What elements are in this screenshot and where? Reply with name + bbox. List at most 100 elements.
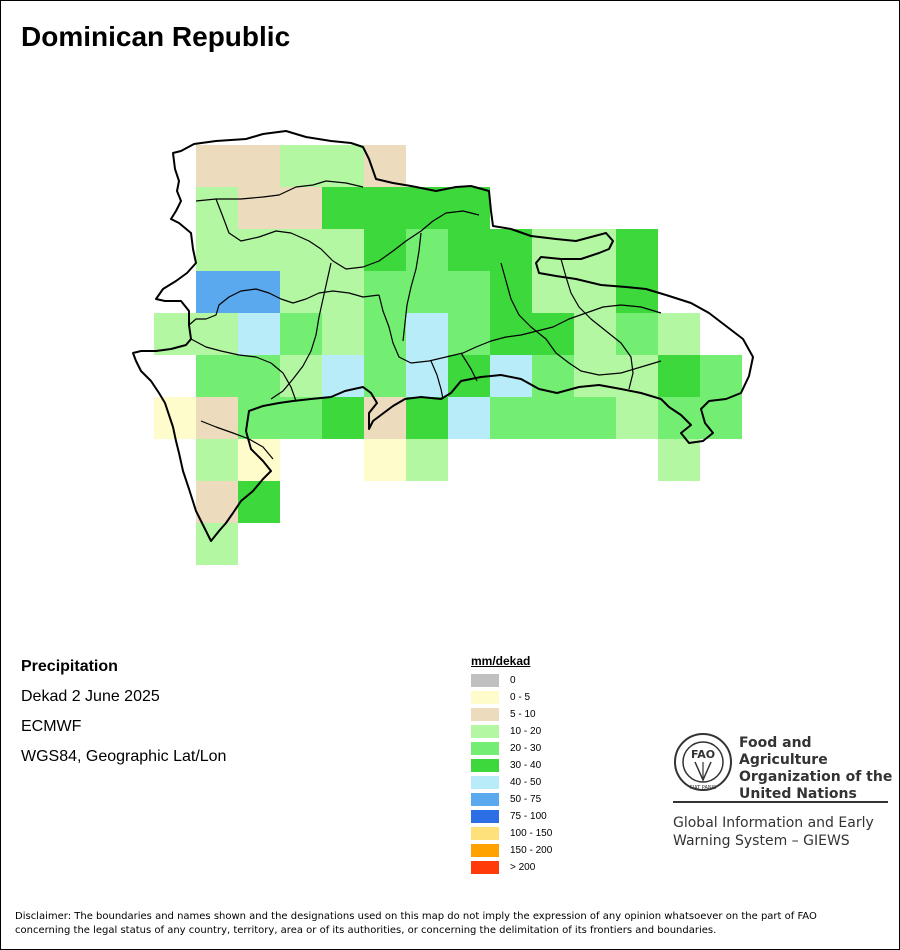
grid-cell: [280, 397, 322, 439]
grid-cell: [490, 271, 532, 313]
legend-swatch: [471, 776, 499, 789]
grid-cell: [364, 271, 406, 313]
legend-item: 0: [471, 672, 552, 689]
legend-item: 100 - 150: [471, 825, 552, 842]
giews-line: Global Information and Early: [673, 815, 874, 831]
national-border-west: [188, 288, 380, 326]
legend-swatch: [471, 827, 499, 840]
grid-cell: [406, 187, 448, 229]
legend-swatch: [471, 708, 499, 721]
legend-label: 150 - 200: [510, 845, 553, 856]
admin-boundary-central-a: [378, 294, 662, 364]
legend-title: mm/dekad: [471, 654, 531, 668]
grid-cell: [406, 439, 448, 481]
fao-organization-name: Food and Agriculture Organization of the…: [739, 735, 899, 803]
grid-cell: [364, 187, 406, 229]
admin-boundary-central-c: [402, 232, 422, 342]
grid-cell: [616, 397, 658, 439]
fao-logo-icon: FAO FIAT PANIS: [674, 733, 732, 791]
map-info: Precipitation Dekad 2 June 2025 ECMWF WG…: [21, 657, 226, 777]
grid-cell: [322, 145, 364, 187]
legend-label: 0: [510, 675, 516, 686]
legend-swatch: [471, 861, 499, 874]
grid-cell: [364, 355, 406, 397]
grid-cell: [448, 229, 490, 271]
grid-cell: [280, 313, 322, 355]
grid-cell: [658, 355, 700, 397]
fao-logo-text: FAO: [691, 748, 715, 761]
grid-cell: [364, 313, 406, 355]
admin-boundary-north-b: [215, 198, 480, 270]
grid-cell: [322, 355, 364, 397]
giews-label: Global Information and Early Warning Sys…: [673, 814, 874, 850]
grid-cell: [238, 439, 280, 481]
legend-swatch: [471, 844, 499, 857]
grid-cell: [238, 145, 280, 187]
grid-cell: [658, 439, 700, 481]
legend-label: 75 - 100: [510, 811, 547, 822]
grid-cell: [490, 397, 532, 439]
legend-swatch: [471, 810, 499, 823]
admin-boundary-east-a: [500, 262, 662, 376]
grid-cell: [406, 313, 448, 355]
legend-item: > 200: [471, 859, 552, 876]
grid-cell: [700, 355, 742, 397]
grid-cell: [196, 313, 238, 355]
legend-label: 0 - 5: [510, 692, 531, 703]
grid-cell: [322, 187, 364, 229]
grid-cell: [196, 271, 238, 313]
grid-cell: [196, 439, 238, 481]
grid-cell: [406, 397, 448, 439]
fao-divider: [673, 801, 888, 803]
legend-item: 40 - 50: [471, 774, 552, 791]
grid-cell: [490, 229, 532, 271]
grid-cell: [616, 229, 658, 271]
admin-boundary-southwest: [190, 338, 297, 402]
precipitation-map: [132, 130, 754, 565]
legend-item: 20 - 30: [471, 740, 552, 757]
legend-swatch: [471, 674, 499, 687]
grid-cell: [280, 229, 322, 271]
map-title: Dominican Republic: [21, 21, 291, 52]
variable-label: Precipitation: [21, 658, 118, 675]
grid-cell: [238, 481, 280, 523]
country-outline: [132, 130, 754, 542]
grid-cell: [448, 313, 490, 355]
grid-cell: [196, 187, 238, 229]
admin-boundary-south-center: [430, 352, 478, 400]
admin-boundary-north-a: [195, 180, 364, 202]
legend-item: 30 - 40: [471, 757, 552, 774]
disclaimer: Disclaimer: The boundaries and names sho…: [15, 910, 885, 938]
grid-cell: [448, 187, 490, 229]
grid-cell: [238, 187, 280, 229]
fao-name-line: Food and Agriculture: [739, 735, 828, 768]
legend-label: 10 - 20: [510, 726, 542, 737]
legend-label: 30 - 40: [510, 760, 542, 771]
legend-label: 5 - 10: [510, 709, 536, 720]
grid-cell: [406, 271, 448, 313]
grid-cell: [238, 355, 280, 397]
grid-cell: [280, 355, 322, 397]
legend-swatch: [471, 793, 499, 806]
legend-item: 150 - 200: [471, 842, 552, 859]
admin-boundaries: [132, 130, 754, 542]
precipitation-grid: [154, 145, 742, 565]
period-label: Dekad 2 June 2025: [21, 688, 160, 705]
legend-label: 50 - 75: [510, 794, 542, 805]
legend-swatch: [471, 759, 499, 772]
legend-swatch: [471, 742, 499, 755]
grid-cell: [616, 355, 658, 397]
grid-cell: [196, 145, 238, 187]
legend-item: 75 - 100: [471, 808, 552, 825]
grid-cell: [196, 229, 238, 271]
legend-swatch: [471, 725, 499, 738]
grid-cell: [532, 397, 574, 439]
admin-boundary-east-b: [560, 258, 634, 390]
grid-cell: [616, 313, 658, 355]
grid-cell: [322, 313, 364, 355]
fao-name-line: United Nations: [739, 786, 857, 802]
giews-line: Warning System – GIEWS: [673, 833, 850, 849]
legend-label: 100 - 150: [510, 828, 553, 839]
grid-cell: [238, 229, 280, 271]
grid-cell: [448, 397, 490, 439]
